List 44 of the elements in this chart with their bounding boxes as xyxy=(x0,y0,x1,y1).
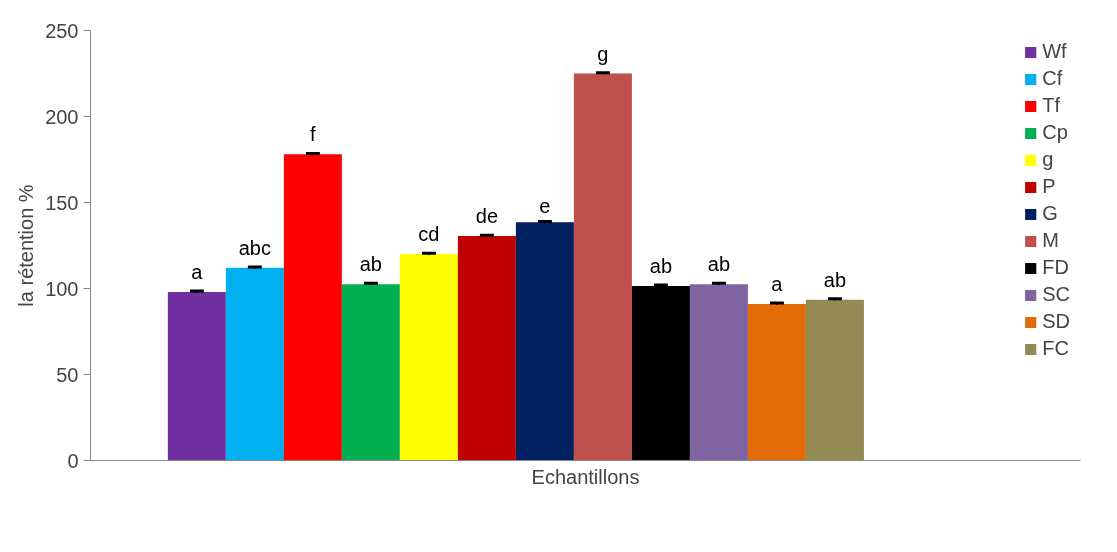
data-label: g xyxy=(597,42,609,65)
bar xyxy=(689,284,748,461)
data-label: abc xyxy=(238,237,271,259)
legend-label: g xyxy=(1042,148,1055,171)
data-label: e xyxy=(539,195,551,218)
y-tick-label: 100 xyxy=(45,277,79,300)
legend-label: G xyxy=(1042,202,1059,225)
legend-label: SC xyxy=(1042,283,1070,306)
legend-label: P xyxy=(1042,175,1057,198)
bar xyxy=(225,267,284,461)
y-tick-label: 150 xyxy=(45,191,79,214)
legend-label: FC xyxy=(1042,337,1069,360)
data-label: ab xyxy=(823,268,847,291)
bar xyxy=(341,284,400,461)
y-tick-label: 50 xyxy=(56,363,79,386)
data-label: a xyxy=(771,273,784,296)
y-axis-title: la rétention % xyxy=(15,184,38,307)
bar xyxy=(805,299,864,461)
y-tick-label: 0 xyxy=(67,449,79,472)
legend-label: Cp xyxy=(1042,121,1068,144)
data-label: ab xyxy=(359,253,382,276)
data-label: f xyxy=(310,123,317,146)
bar xyxy=(167,291,226,461)
legend-label: Cf xyxy=(1042,67,1063,90)
y-tick-label: 200 xyxy=(45,105,79,128)
data-label: ab xyxy=(707,253,731,276)
legend-label: FD xyxy=(1042,256,1069,279)
data-label: de xyxy=(475,205,499,228)
data-label: cd xyxy=(418,223,440,246)
bar xyxy=(747,303,806,461)
bar xyxy=(457,236,516,461)
y-tick-label: 250 xyxy=(45,19,79,42)
bar xyxy=(515,222,574,461)
legend-label: M xyxy=(1042,229,1060,252)
bar xyxy=(631,285,690,461)
legend-label: SD xyxy=(1042,310,1070,333)
x-axis-title: Echantillons xyxy=(531,465,640,488)
data-label: a xyxy=(191,261,204,284)
legend-label: Wf xyxy=(1042,40,1067,63)
legend-label: Tf xyxy=(1042,94,1061,117)
bar xyxy=(399,254,458,461)
bar xyxy=(573,73,632,461)
data-label: ab xyxy=(649,255,673,278)
bar xyxy=(283,154,342,461)
